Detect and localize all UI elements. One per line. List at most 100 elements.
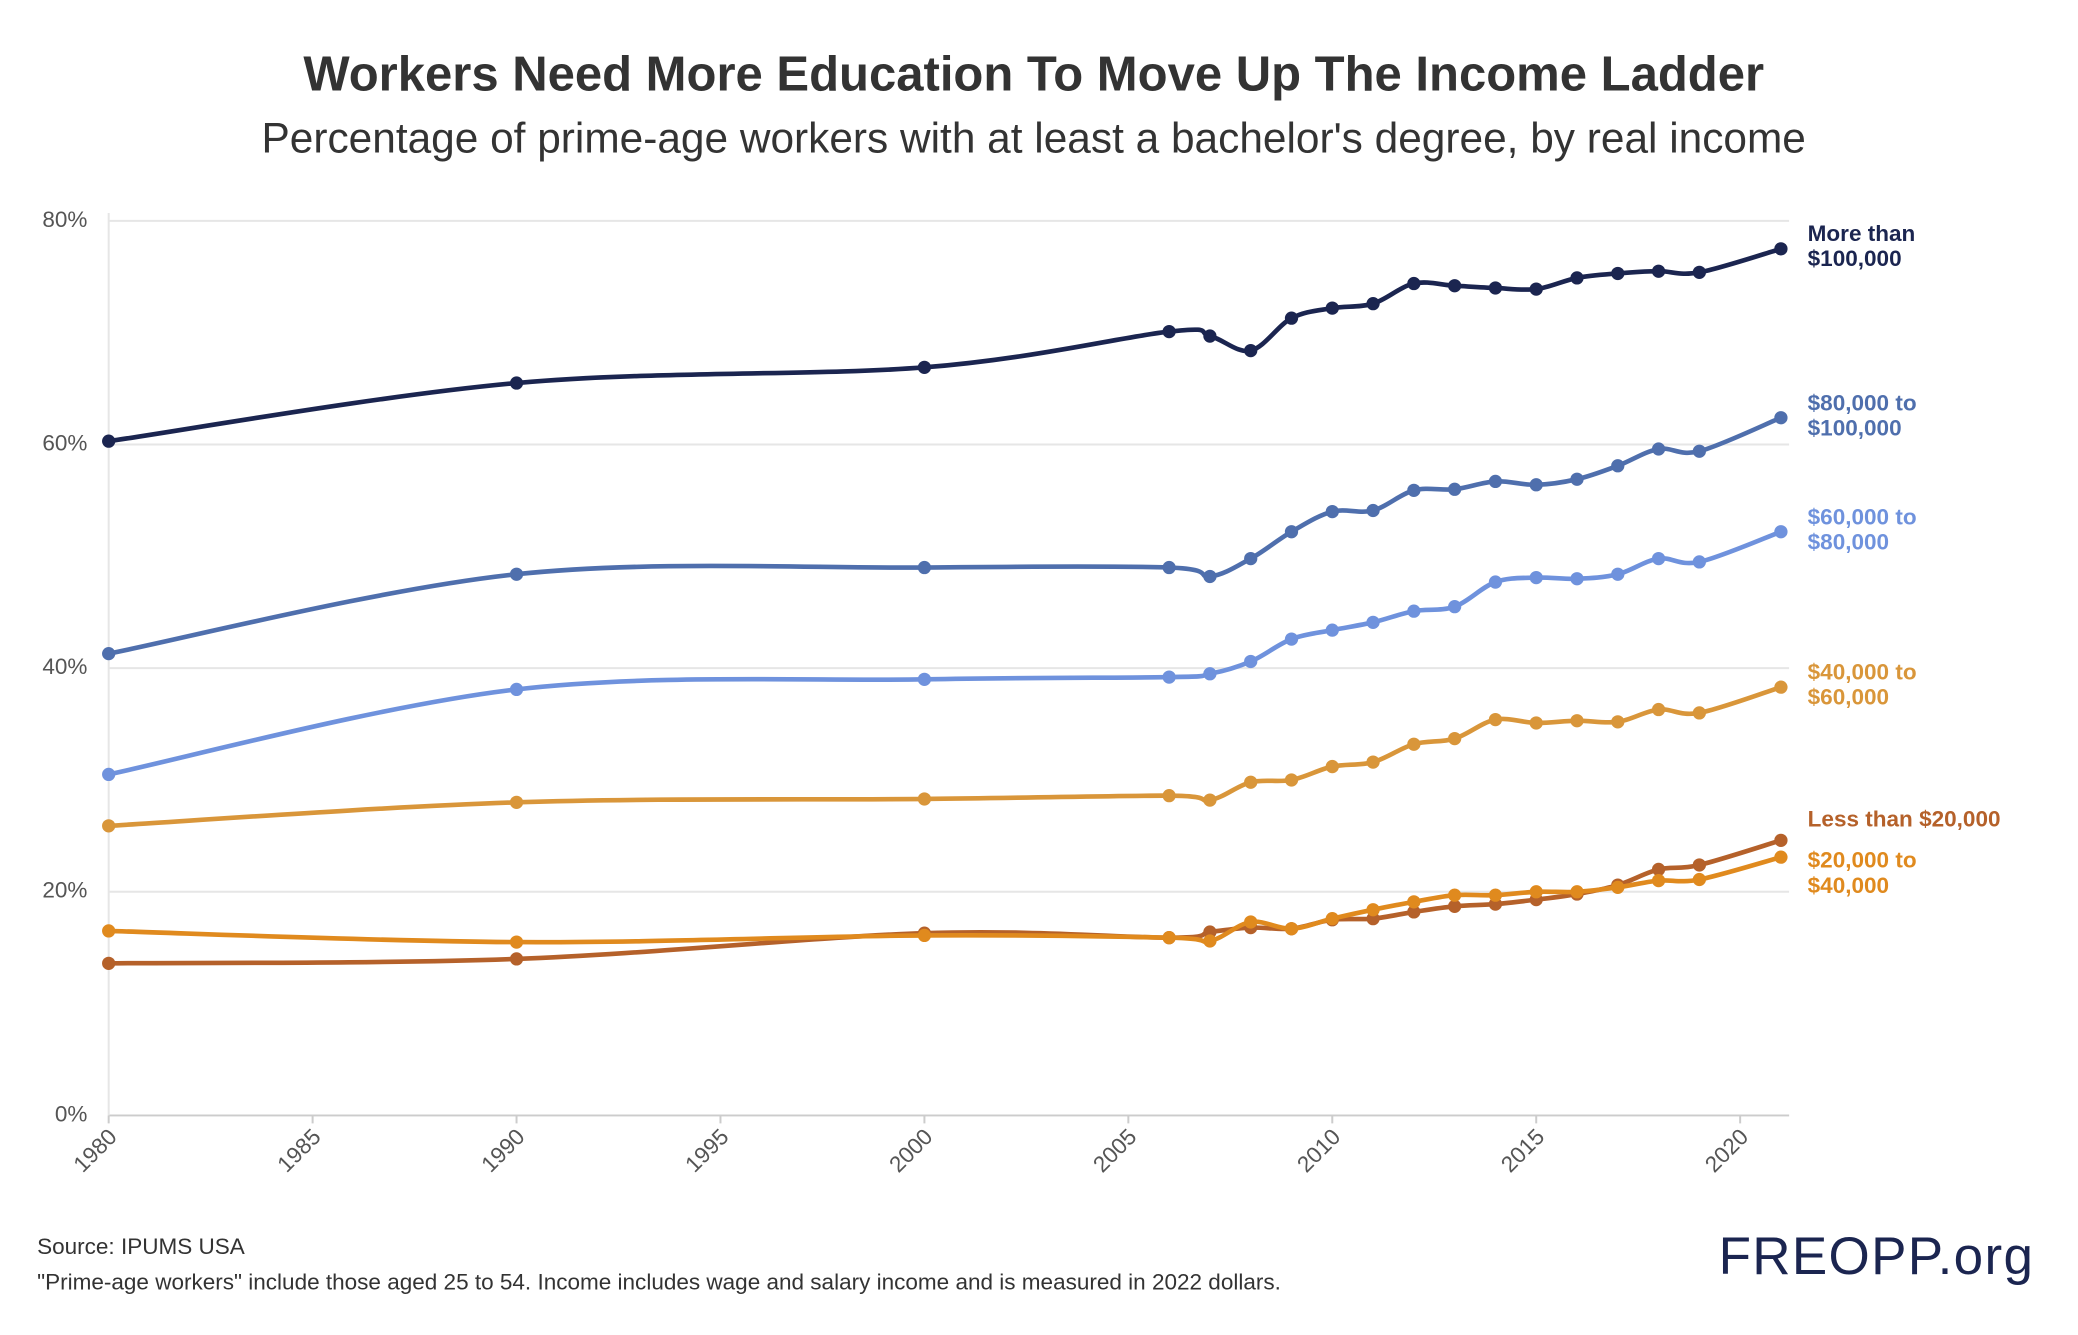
data-point <box>1570 885 1584 899</box>
data-point <box>1651 873 1666 888</box>
x-tick-label: 1990 <box>476 1124 529 1177</box>
data-point <box>1448 279 1462 293</box>
series-label: $20,000 to $40,000 <box>1807 847 1917 899</box>
data-point <box>1570 472 1584 486</box>
series-line <box>108 246 1782 444</box>
data-point <box>1570 271 1584 285</box>
data-point <box>1611 459 1625 473</box>
data-point <box>1774 833 1788 847</box>
data-point <box>1529 478 1543 492</box>
data-point <box>1651 862 1666 877</box>
x-tick-label: 1995 <box>680 1124 733 1177</box>
data-point <box>1244 551 1258 566</box>
data-point <box>1244 915 1258 929</box>
data-point <box>102 434 116 448</box>
data-point <box>1692 555 1706 569</box>
series-label-box: $20,000 to $40,000 <box>1807 847 1917 899</box>
data-point <box>102 819 116 833</box>
data-point <box>1203 329 1217 343</box>
series-line <box>108 684 1782 829</box>
data-point <box>1203 793 1217 807</box>
data-point <box>1244 654 1258 669</box>
data-point <box>1407 737 1421 751</box>
data-point <box>1529 885 1543 899</box>
data-point <box>1366 503 1380 518</box>
data-point <box>1529 570 1543 585</box>
x-tick-label: 2010 <box>1292 1124 1345 1177</box>
data-point <box>1448 600 1462 614</box>
series-label: $60,000 to $80,000 <box>1807 503 1917 555</box>
data-point <box>1162 324 1176 339</box>
data-point <box>1366 297 1380 311</box>
data-point <box>1488 474 1503 489</box>
chart-subtitle: Percentage of prime-age workers with at … <box>262 115 1806 162</box>
x-tick-label: 1980 <box>69 1124 122 1177</box>
data-point <box>1774 850 1788 864</box>
data-point <box>1611 880 1625 894</box>
series-label-box: $60,000 to $80,000 <box>1807 503 1917 555</box>
data-point <box>1325 759 1339 774</box>
data-point <box>1448 888 1462 902</box>
data-point <box>917 560 932 575</box>
y-tick-label: 60% <box>42 430 87 455</box>
series-label: $80,000 to $100,000 <box>1807 389 1917 441</box>
data-point <box>1284 773 1299 787</box>
series-label-box: More than $100,000 <box>1807 221 1916 272</box>
data-point <box>1325 912 1339 926</box>
x-tick-label: 2020 <box>1700 1124 1753 1177</box>
data-point <box>1325 301 1339 315</box>
data-point <box>1570 714 1584 728</box>
data-point <box>1244 343 1258 358</box>
data-point <box>509 567 524 581</box>
data-point <box>1407 276 1421 291</box>
data-point <box>509 795 524 809</box>
data-point <box>1325 623 1339 637</box>
data-point <box>1162 931 1176 945</box>
data-point <box>1570 572 1584 586</box>
data-point <box>509 952 524 966</box>
series-label: Less than $20,000 <box>1807 807 2001 833</box>
data-point <box>1203 667 1217 681</box>
data-point <box>102 646 116 661</box>
data-point <box>1448 899 1462 913</box>
data-point <box>1529 282 1543 296</box>
data-point <box>1284 311 1299 325</box>
data-point <box>1529 716 1543 730</box>
data-point <box>1284 922 1299 936</box>
data-point <box>1774 525 1788 539</box>
series-label: More than $100,000 <box>1807 221 1916 272</box>
data-point <box>1692 444 1706 458</box>
data-point <box>1488 888 1503 902</box>
data-point <box>1651 551 1666 566</box>
data-point <box>1366 903 1380 917</box>
data-point <box>917 360 932 374</box>
data-point <box>1611 567 1625 581</box>
logo: FREOPP.org <box>1719 1227 2035 1286</box>
data-point <box>917 928 932 943</box>
note: "Prime-age workers" include those aged 2… <box>37 1270 1281 1295</box>
data-point <box>509 376 524 390</box>
data-point <box>1692 858 1706 872</box>
data-point <box>1284 632 1299 646</box>
data-point <box>509 682 524 697</box>
series-label-box: $40,000 to $60,000 <box>1808 659 1917 709</box>
data-point <box>1407 905 1421 919</box>
data-point <box>1448 731 1462 746</box>
data-point <box>1774 411 1788 425</box>
series-label-box: $80,000 to $100,000 <box>1807 389 1917 441</box>
data-point <box>1774 242 1788 256</box>
data-point <box>1284 525 1299 539</box>
series-line <box>108 415 1782 656</box>
data-point <box>102 924 116 938</box>
data-point <box>1488 575 1503 589</box>
data-point <box>102 767 116 782</box>
data-point <box>509 935 524 949</box>
data-point <box>1488 281 1503 295</box>
data-point <box>1407 604 1421 618</box>
data-point <box>1366 755 1380 769</box>
data-point <box>1488 712 1503 727</box>
series-label-box: Less than $20,000 <box>1807 807 2001 833</box>
x-tick-label: 2015 <box>1496 1124 1549 1177</box>
data-point <box>102 956 116 970</box>
